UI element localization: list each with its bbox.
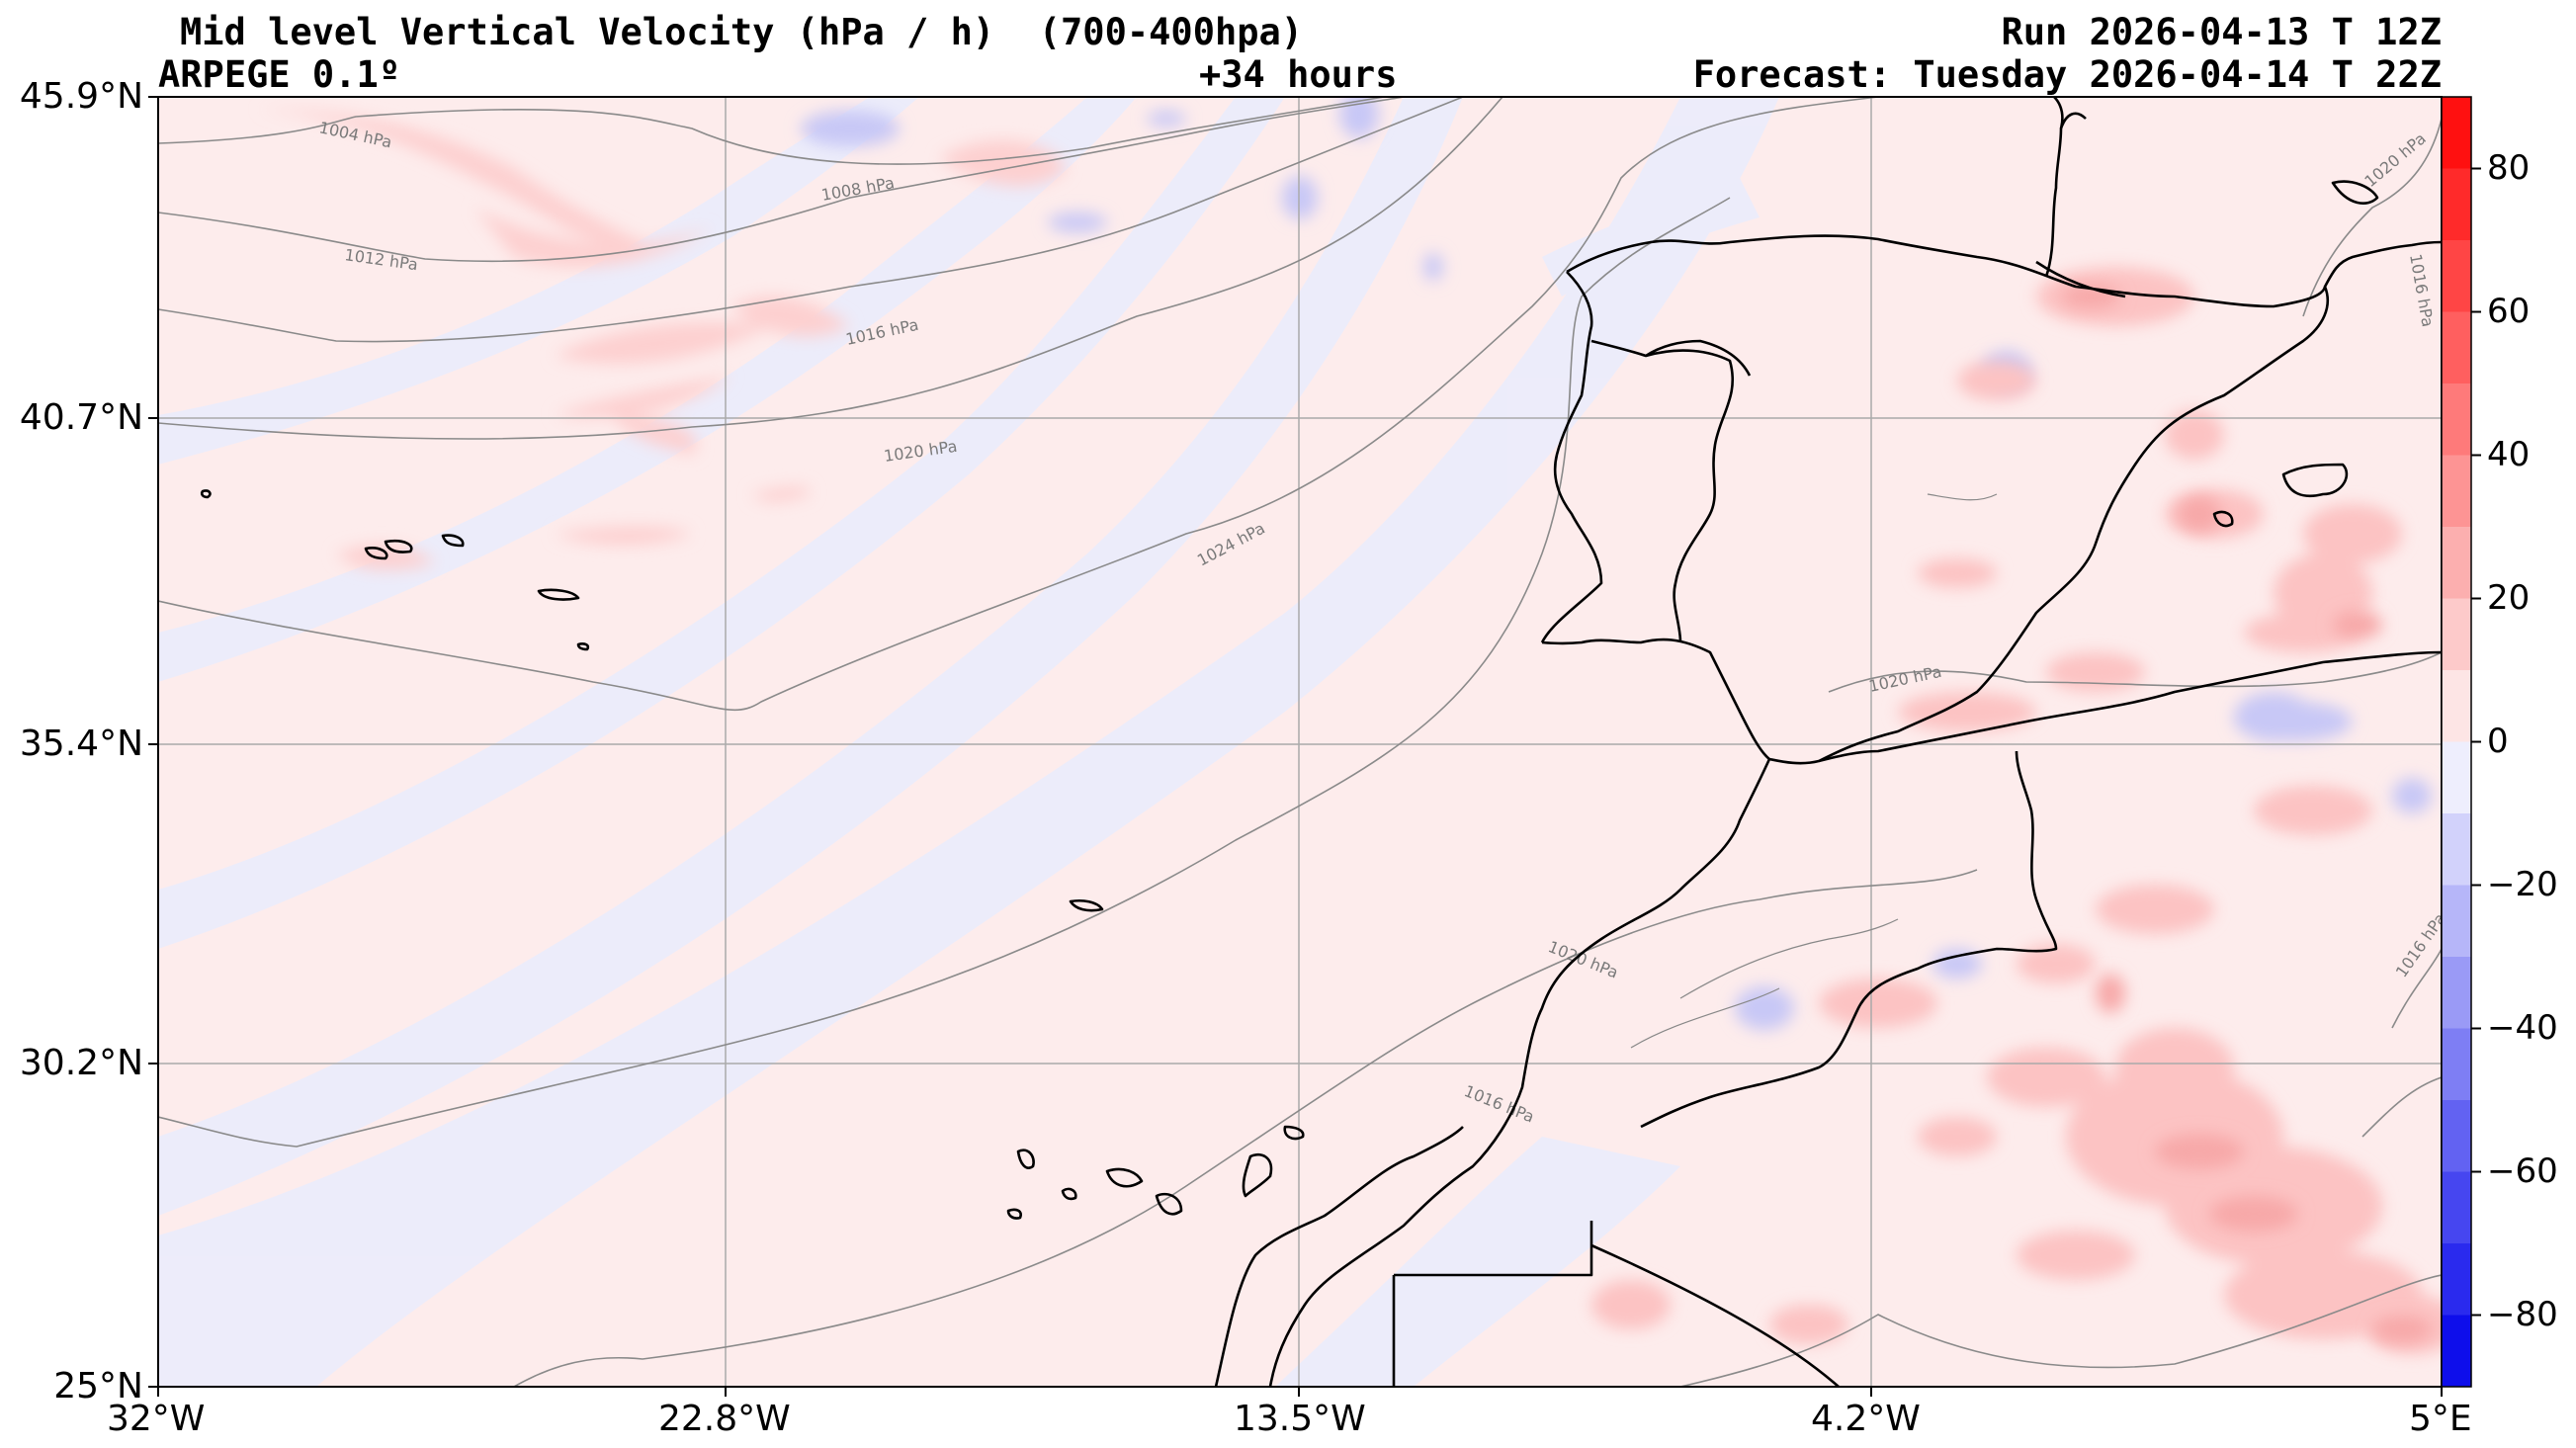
terrain-outlines (1630, 493, 1998, 1049)
lon-tick-label: 4.2°W (1811, 1399, 1921, 1439)
colorbar-level (2442, 168, 2471, 240)
colorbar-tick-label: −80 (2487, 1294, 2558, 1334)
colorbar-level (2442, 670, 2471, 742)
colorbar-level (2442, 957, 2471, 1029)
colorbar-level (2442, 1243, 2471, 1316)
colorbar-level (2442, 741, 2471, 813)
lat-tick-label: 35.4°N (19, 724, 143, 764)
colorbar-ticks (2471, 167, 2481, 1317)
colorbar-tick-label: 80 (2487, 147, 2531, 188)
negative-blobs (801, 97, 2432, 1030)
colorbar-tick-label: −20 (2487, 864, 2558, 904)
colorbar (2442, 97, 2471, 1387)
lon-tick-label: 5°E (2409, 1399, 2472, 1439)
coastlines (200, 97, 2442, 1387)
colorbar-level (2442, 1171, 2471, 1243)
colorbar-level (2442, 97, 2471, 169)
run-label: Run 2026-04-13 T 12Z (2001, 11, 2442, 53)
lead-time-label: +34 hours (1199, 53, 1398, 96)
colorbar-tick-label: −60 (2487, 1150, 2558, 1191)
colorbar-tick-label: 20 (2487, 577, 2531, 618)
land-positive-patches (1591, 267, 2442, 1354)
lat-tick-label: 40.7°N (19, 397, 143, 438)
lat-tick-label: 45.9°N (19, 76, 143, 117)
colorbar-level (2442, 383, 2471, 456)
colorbar-level (2442, 813, 2471, 886)
field-layer: 1004 hPa 1008 hPa 1012 hPa 1016 hPa 1020… (158, 97, 2442, 1387)
forecast-label: Forecast: Tuesday 2026-04-14 T 22Z (1692, 53, 2442, 96)
colorbar-tick-label: 0 (2487, 721, 2509, 761)
colorbar-level (2442, 598, 2471, 670)
colorbar-tick-label: −40 (2487, 1007, 2558, 1048)
graticule (158, 97, 2442, 1387)
strong-positive-patches (2061, 285, 2432, 1343)
colorbar-level (2442, 240, 2471, 312)
isobars (158, 97, 2442, 1387)
colorbar-level (2442, 1028, 2471, 1100)
colorbar-level (2442, 885, 2471, 957)
lon-tick-label: 13.5°W (1234, 1399, 1366, 1439)
colorbar-level (2442, 455, 2471, 527)
lon-tick-label: 32°W (107, 1399, 206, 1439)
colorbar-level (2442, 311, 2471, 383)
colorbar-level (2442, 527, 2471, 599)
colorbar-level (2442, 1100, 2471, 1172)
colorbar-tick-label: 60 (2487, 291, 2531, 331)
model-label: ARPEGE 0.1º (158, 53, 401, 96)
axis-ticks (148, 96, 2443, 1397)
colorbar-tick-label: 40 (2487, 434, 2531, 474)
colorbar-level (2442, 1315, 2471, 1387)
lat-tick-label: 30.2°N (19, 1043, 143, 1083)
chart-title: Mid level Vertical Velocity (hPa / h) (7… (180, 11, 1304, 53)
lon-tick-label: 22.8°W (658, 1399, 791, 1439)
lat-tick-label: 25°N (53, 1366, 143, 1406)
